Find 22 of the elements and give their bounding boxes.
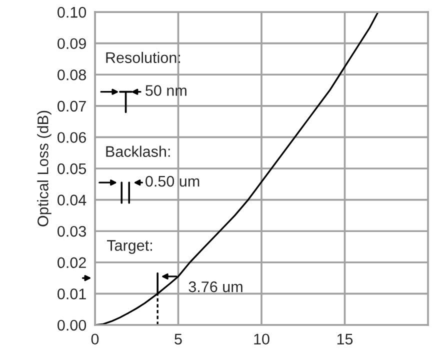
- y-tick-label: 0.10: [58, 6, 86, 18]
- annotation: 50 nm: [146, 85, 186, 96]
- y-tick-label: 0.07: [58, 100, 86, 112]
- annotation: 3.76 um: [188, 281, 242, 292]
- y-tick-label: 0.02: [58, 257, 86, 268]
- y-tick-label: 0.09: [58, 38, 86, 50]
- y-axis-title: Optical Loss (dB): [37, 110, 52, 226]
- annotation: Target:: [106, 240, 152, 254]
- y-tick-label: 0.04: [58, 194, 86, 206]
- y-tick-label: 0.08: [58, 69, 86, 80]
- y-tick-label: 0.06: [58, 132, 86, 143]
- y-tick-label: 0.01: [58, 288, 86, 300]
- annotation: Resolution:: [106, 52, 180, 64]
- y-tick-label: 0.03: [58, 226, 86, 237]
- annotation: Backlash:: [106, 146, 170, 157]
- x-tick-label: 15: [337, 334, 353, 345]
- x-tick-label: 0: [91, 334, 99, 345]
- y-tick-label: 0.05: [58, 163, 86, 174]
- annotation: 0.50 um: [146, 176, 200, 187]
- x-tick-label: 5: [174, 334, 182, 345]
- x-tick-label: 10: [254, 334, 270, 345]
- y-tick-label: 0.00: [58, 320, 86, 331]
